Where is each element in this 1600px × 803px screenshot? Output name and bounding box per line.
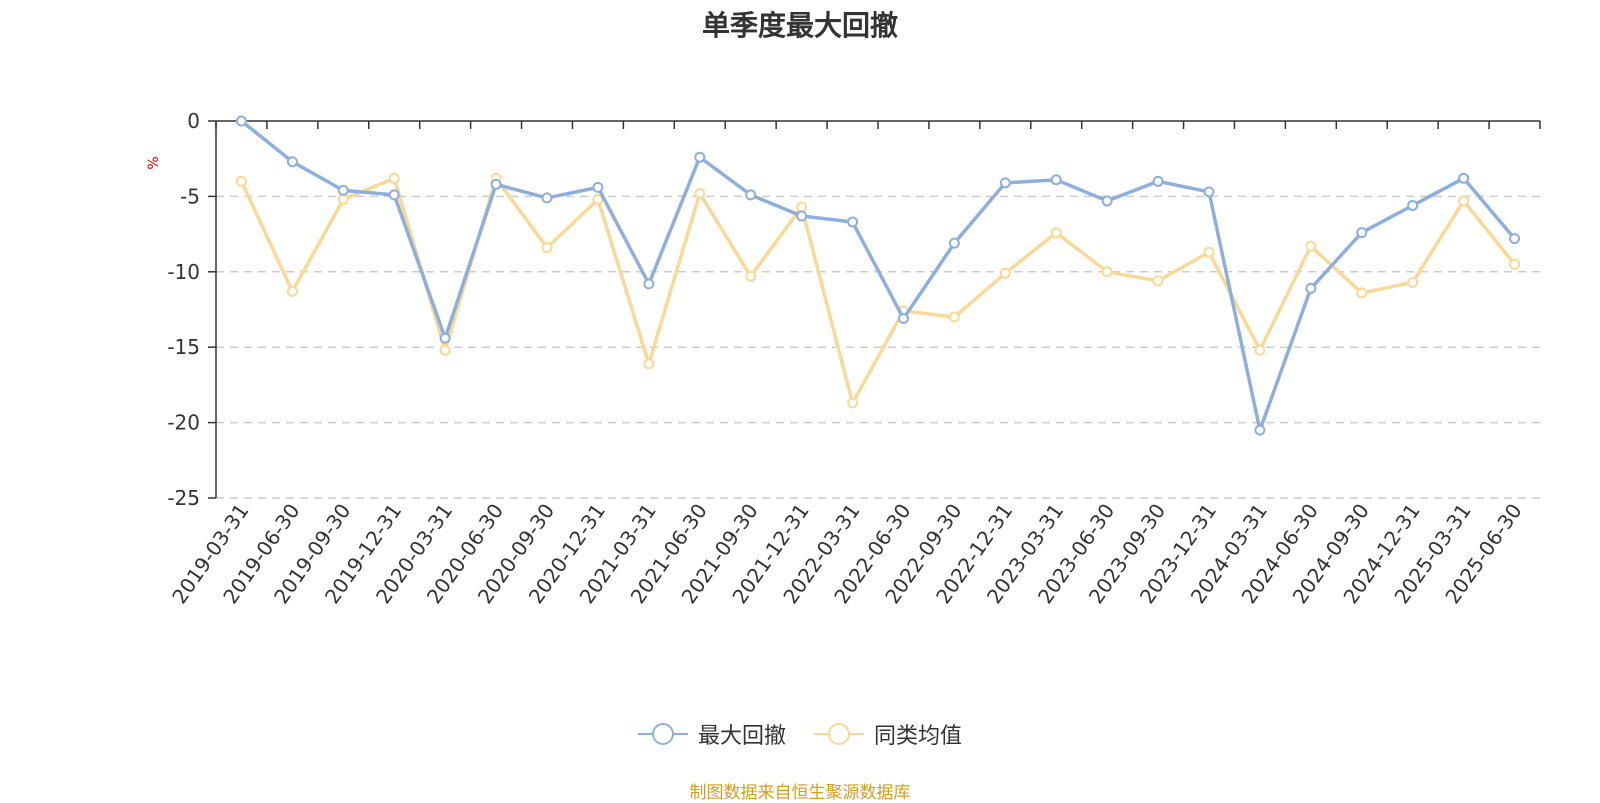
data-point[interactable] [541, 192, 553, 204]
data-point[interactable] [745, 189, 757, 201]
data-point[interactable] [1152, 275, 1164, 287]
data-point[interactable] [694, 151, 706, 163]
y-tick-label: -5 [180, 184, 200, 208]
data-point[interactable] [796, 210, 808, 222]
data-point[interactable] [1356, 227, 1368, 239]
data-point[interactable] [235, 175, 247, 187]
y-tick-label: -20 [167, 411, 200, 435]
data-point[interactable] [1458, 195, 1470, 207]
data-point[interactable] [948, 237, 960, 249]
data-point[interactable] [847, 397, 859, 409]
data-point[interactable] [1152, 175, 1164, 187]
legend: 最大回撤 同类均值 [0, 718, 1600, 750]
tick-labels: 0-5-10-15-20-25%2019-03-312019-06-302019… [146, 109, 1527, 608]
data-point[interactable] [1356, 287, 1368, 299]
data-point[interactable] [592, 181, 604, 193]
data-point[interactable] [286, 156, 298, 168]
data-point[interactable] [948, 311, 960, 323]
data-point[interactable] [999, 267, 1011, 279]
data-point[interactable] [388, 172, 400, 184]
chart-title: 单季度最大回撤 [701, 9, 898, 42]
data-point[interactable] [1050, 227, 1062, 239]
data-point[interactable] [847, 216, 859, 228]
data-point[interactable] [897, 313, 909, 325]
data-point[interactable] [235, 115, 247, 127]
series-lines [235, 115, 1521, 436]
data-point[interactable] [439, 332, 451, 344]
line-chart: 0-5-10-15-20-25%2019-03-312019-06-302019… [146, 109, 1541, 608]
y-tick-label: -10 [167, 260, 200, 284]
legend-label: 同类均值 [874, 724, 963, 749]
data-point[interactable] [1305, 282, 1317, 294]
legend-marker-icon [637, 723, 688, 745]
data-point[interactable] [541, 242, 553, 254]
legend-marker-icon [814, 723, 864, 745]
data-point[interactable] [286, 285, 298, 297]
data-point[interactable] [643, 278, 655, 290]
data-point[interactable] [1305, 240, 1317, 252]
axes [208, 120, 1541, 499]
series-line-0 [240, 119, 1516, 432]
data-point[interactable] [337, 184, 349, 196]
data-point[interactable] [1254, 344, 1266, 356]
data-point[interactable] [388, 189, 400, 201]
data-point[interactable] [999, 177, 1011, 189]
data-point[interactable] [1254, 424, 1266, 436]
data-point[interactable] [1101, 195, 1113, 207]
data-point[interactable] [337, 193, 349, 205]
legend-item-peer-average[interactable]: 同类均值 [814, 718, 962, 750]
data-point[interactable] [1407, 276, 1419, 288]
data-point[interactable] [694, 187, 706, 199]
source-note: 制图数据来自恒生聚源数据库 [689, 783, 911, 803]
y-axis-unit: % [146, 156, 162, 169]
y-tick-label: -25 [167, 486, 200, 510]
y-tick-label: 0 [187, 109, 200, 133]
data-point[interactable] [1509, 258, 1521, 270]
series-line-1 [239, 176, 1516, 405]
data-point[interactable] [439, 344, 451, 356]
data-point[interactable] [1203, 246, 1215, 258]
data-point[interactable] [745, 270, 757, 282]
legend-item-max-drawdown[interactable]: 最大回撤 [637, 718, 786, 750]
data-point[interactable] [490, 178, 502, 190]
legend-label: 最大回撤 [697, 724, 786, 749]
data-point[interactable] [1458, 172, 1470, 184]
data-point[interactable] [1203, 186, 1215, 198]
data-point[interactable] [643, 358, 655, 370]
data-point[interactable] [1407, 199, 1419, 211]
data-point[interactable] [1101, 266, 1113, 278]
y-tick-label: -15 [167, 335, 200, 359]
data-point[interactable] [1050, 174, 1062, 186]
data-point[interactable] [1509, 233, 1521, 245]
data-point[interactable] [796, 201, 808, 213]
